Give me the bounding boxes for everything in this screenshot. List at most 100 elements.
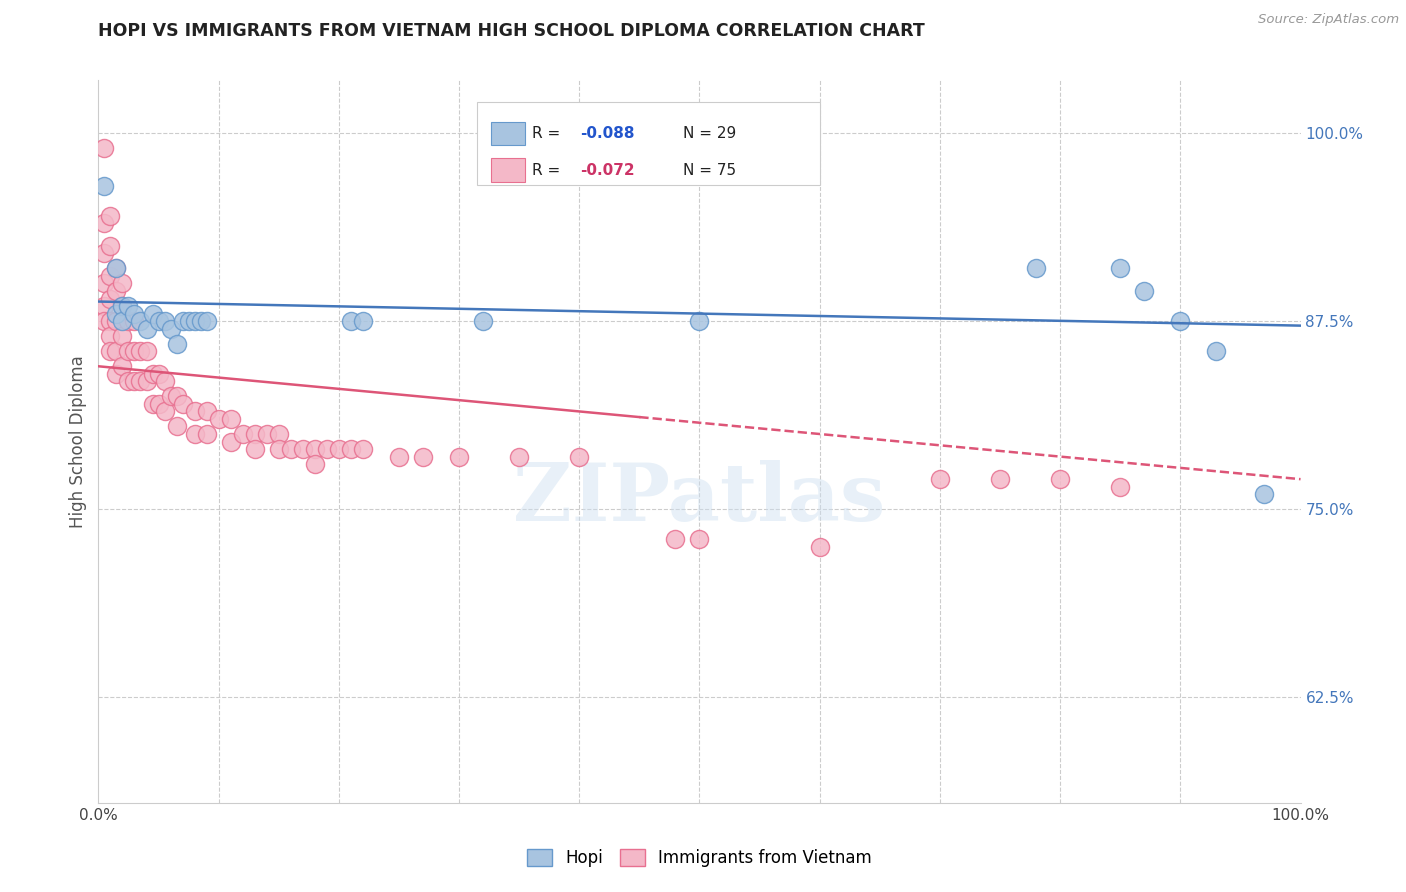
Point — [111, 314, 134, 328]
Point — [183, 404, 205, 418]
Point — [141, 307, 163, 321]
Point — [100, 292, 122, 306]
Point — [689, 533, 711, 547]
Point — [100, 344, 122, 359]
Point — [195, 404, 218, 418]
Point — [93, 277, 115, 291]
Point — [100, 239, 122, 253]
Point — [340, 314, 363, 328]
Point — [148, 367, 170, 381]
Point — [124, 374, 146, 388]
Point — [135, 321, 157, 335]
Point — [105, 367, 128, 381]
Point — [105, 284, 128, 298]
Point — [412, 450, 434, 464]
Point — [243, 442, 266, 456]
Point — [166, 389, 188, 403]
Point — [153, 374, 176, 388]
Point — [447, 450, 470, 464]
Point — [183, 314, 205, 328]
Point — [928, 472, 950, 486]
Point — [328, 442, 350, 456]
Point — [195, 427, 218, 442]
Point — [100, 314, 122, 328]
Point — [1025, 261, 1047, 276]
Text: ZIPatlas: ZIPatlas — [513, 460, 886, 539]
Point — [340, 442, 363, 456]
Point — [129, 374, 152, 388]
Point — [190, 314, 212, 328]
Point — [243, 427, 266, 442]
Point — [105, 314, 128, 328]
Point — [508, 450, 530, 464]
Point — [315, 442, 337, 456]
Text: HOPI VS IMMIGRANTS FROM VIETNAM HIGH SCHOOL DIPLOMA CORRELATION CHART: HOPI VS IMMIGRANTS FROM VIETNAM HIGH SCH… — [98, 22, 925, 40]
Point — [117, 299, 139, 313]
Point — [105, 344, 128, 359]
Point — [159, 389, 181, 403]
Point — [93, 246, 115, 260]
Y-axis label: High School Diploma: High School Diploma — [69, 355, 87, 528]
Point — [124, 307, 146, 321]
Point — [808, 540, 831, 554]
Point — [1049, 472, 1071, 486]
Point — [141, 397, 163, 411]
Point — [129, 314, 152, 328]
Point — [111, 329, 134, 343]
Point — [267, 427, 290, 442]
Point — [1133, 284, 1156, 298]
Point — [105, 261, 128, 276]
Point — [1109, 480, 1132, 494]
Point — [135, 344, 157, 359]
Point — [291, 442, 314, 456]
Point — [111, 299, 134, 313]
Point — [304, 457, 326, 471]
Point — [153, 314, 176, 328]
Point — [195, 314, 218, 328]
Point — [166, 419, 188, 434]
Point — [219, 412, 242, 426]
Point — [93, 216, 115, 230]
Point — [105, 307, 128, 321]
Point — [124, 344, 146, 359]
Point — [117, 344, 139, 359]
Point — [129, 344, 152, 359]
Point — [568, 450, 591, 464]
Point — [388, 450, 411, 464]
Point — [117, 374, 139, 388]
Point — [100, 209, 122, 223]
Point — [93, 178, 115, 193]
Point — [1109, 261, 1132, 276]
Point — [352, 442, 374, 456]
Point — [177, 314, 200, 328]
Point — [159, 321, 181, 335]
Point — [664, 533, 686, 547]
Point — [1253, 487, 1275, 501]
Point — [135, 374, 157, 388]
Point — [105, 261, 128, 276]
Point — [111, 299, 134, 313]
Point — [183, 427, 205, 442]
Point — [172, 314, 194, 328]
Point — [689, 314, 711, 328]
Point — [100, 329, 122, 343]
Point — [93, 299, 115, 313]
Point — [148, 397, 170, 411]
Point — [352, 314, 374, 328]
Point — [472, 314, 495, 328]
Point — [141, 367, 163, 381]
Point — [256, 427, 278, 442]
Point — [117, 314, 139, 328]
Point — [267, 442, 290, 456]
Point — [100, 268, 122, 283]
Point — [232, 427, 254, 442]
Point — [280, 442, 302, 456]
Point — [93, 314, 115, 328]
Point — [304, 442, 326, 456]
Point — [988, 472, 1011, 486]
Point — [93, 141, 115, 155]
Point — [208, 412, 231, 426]
Point — [219, 434, 242, 449]
Legend: Hopi, Immigrants from Vietnam: Hopi, Immigrants from Vietnam — [520, 842, 879, 874]
Point — [148, 314, 170, 328]
